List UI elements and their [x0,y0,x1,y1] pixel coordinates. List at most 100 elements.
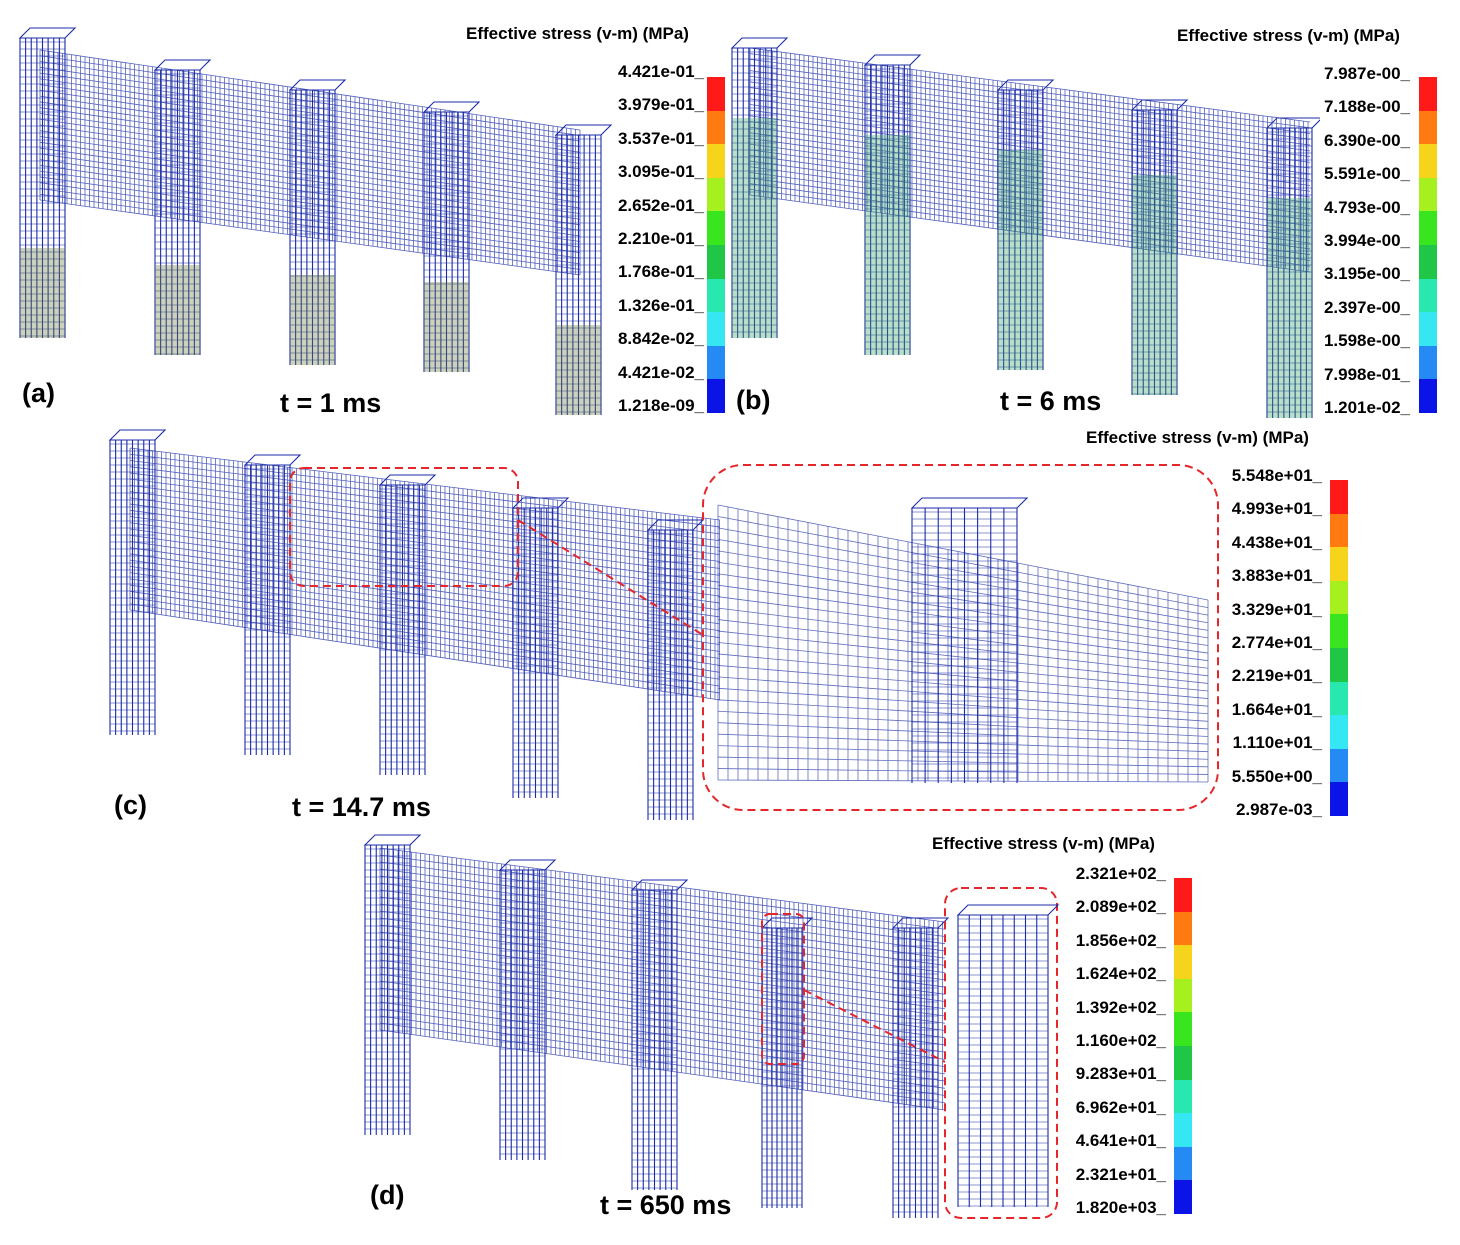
colorbar-band [707,211,725,245]
legend-value: 1.218e-09 [608,396,704,416]
legend-value: 3.537e-01 [608,129,704,149]
legend-value: 4.793e-00 [1314,198,1410,218]
legend-value: 2.321e+01 [1070,1165,1166,1185]
legend-value: 2.397e-00 [1314,298,1410,318]
legend-title-a: Effective stress (v-m) (MPa) [466,24,689,43]
column-mesh [108,429,167,735]
legend-value: 3.994e-00 [1314,231,1410,251]
colorbar-band [1330,547,1348,581]
legend-value: 2.210e-01 [608,229,704,249]
legend-value: 1.392e+02 [1070,998,1166,1018]
colorbar-band [1419,144,1437,178]
zoom-leader-line [803,989,946,1063]
colorbar-c [1330,480,1348,816]
wall-mesh [717,504,1209,783]
stress-tint [424,282,469,372]
rebar-mesh-d [363,834,1060,1219]
legend-value: 3.979e-01 [608,95,704,115]
legend-value: 1.160e+02 [1070,1031,1166,1051]
colorbar-band [1419,177,1437,212]
column-mesh [630,879,689,1190]
legend-value: 1.856e+02 [1070,931,1166,951]
legend-value: 5.591e-00 [1314,164,1410,184]
column-mesh [422,101,481,372]
column-mesh [378,474,437,775]
column-mesh [1265,117,1320,418]
colorbar-band [707,345,725,380]
rebar-mesh-c [108,429,1219,820]
legend-value: 1.110e+01 [1226,733,1322,753]
column-mesh [891,917,950,1218]
column-mesh [288,79,347,365]
legend-value: 1.201e-02 [1314,398,1410,418]
zoom-inset-box [702,464,1219,811]
legend-value: 2.321e+02 [1070,864,1166,884]
column-mesh [511,497,570,798]
panel-d: (d) t = 650 ms Effective stress (v-m) (M… [0,830,1460,1245]
legend-title-b: Effective stress (v-m) (MPa) [1177,26,1400,45]
stress-tint [155,265,200,355]
column-mesh [910,497,1029,783]
column-mesh [956,904,1060,1207]
colorbar-band [1174,878,1192,912]
colorbar-band [1419,211,1437,245]
colorbar-band [1174,1045,1192,1080]
panel-c: (c) t = 14.7 ms Effective stress (v-m) (… [0,420,1460,830]
wall-mesh [39,49,581,276]
column-mesh [1130,99,1189,395]
colorbar-band [707,77,725,111]
legend-value: 3.095e-01 [608,162,704,182]
legend-value: 8.842e-02 [608,329,704,349]
legend-value: 1.598e-00 [1314,331,1410,351]
legend-value: 4.421e-01 [608,62,704,82]
column-mesh [153,59,212,355]
stress-tint [1267,198,1312,418]
colorbar-band [1419,278,1437,313]
stress-tint [290,275,335,365]
stress-tint [865,135,910,355]
stress-tint [556,325,601,415]
colorbar-band [1419,379,1437,413]
colorbar-band [1174,1012,1192,1046]
zoom-leader-line [517,519,704,636]
stress-tint [1132,175,1177,395]
zoom-region-box [761,913,805,1065]
legend-title-c: Effective stress (v-m) (MPa) [1086,428,1309,447]
legend-value: 1.820e+03 [1070,1198,1166,1218]
colorbar-band [1330,580,1348,615]
colorbar-band [1174,1180,1192,1214]
time-label-b: t = 6 ms [1000,386,1102,416]
colorbar-band [1419,312,1437,346]
column-mesh [498,859,557,1160]
column-mesh [996,79,1055,370]
time-label-a: t = 1 ms [280,388,382,418]
legend-value: 2.219e+01 [1226,666,1322,686]
colorbar-band [1330,647,1348,682]
zoom-inset-box [944,887,1058,1219]
time-label-d: t = 650 ms [600,1190,732,1220]
colorbar-band [1330,715,1348,749]
legend-value: 2.774e+01 [1226,633,1322,653]
legend-value: 5.548e+01 [1226,466,1322,486]
legend-value: 3.883e+01 [1226,566,1322,586]
time-label-c: t = 14.7 ms [292,792,431,822]
legend-value: 4.641e+01 [1070,1131,1166,1151]
colorbar-d [1174,878,1192,1214]
colorbar-band [1419,77,1437,111]
column-mesh [646,519,705,820]
legend-value: 1.664e+01 [1226,700,1322,720]
colorbar-band [707,110,725,145]
legend-value: 2.652e-01 [608,196,704,216]
colorbar-band [1330,513,1348,548]
colorbar-band [1174,911,1192,946]
panel-a: (a) t = 1 ms Effective stress (v-m) (MPa… [0,0,730,420]
legend-title-d: Effective stress (v-m) (MPa) [932,834,1155,853]
legend-value: 7.987e-00 [1314,64,1410,84]
legend-value: 4.421e-02 [608,363,704,383]
colorbar-band [1330,748,1348,783]
legend-value: 1.624e+02 [1070,964,1166,984]
colorbar-band [1174,1146,1192,1181]
column-mesh [863,54,922,355]
colorbar-band [1174,978,1192,1013]
colorbar-band [1174,945,1192,979]
